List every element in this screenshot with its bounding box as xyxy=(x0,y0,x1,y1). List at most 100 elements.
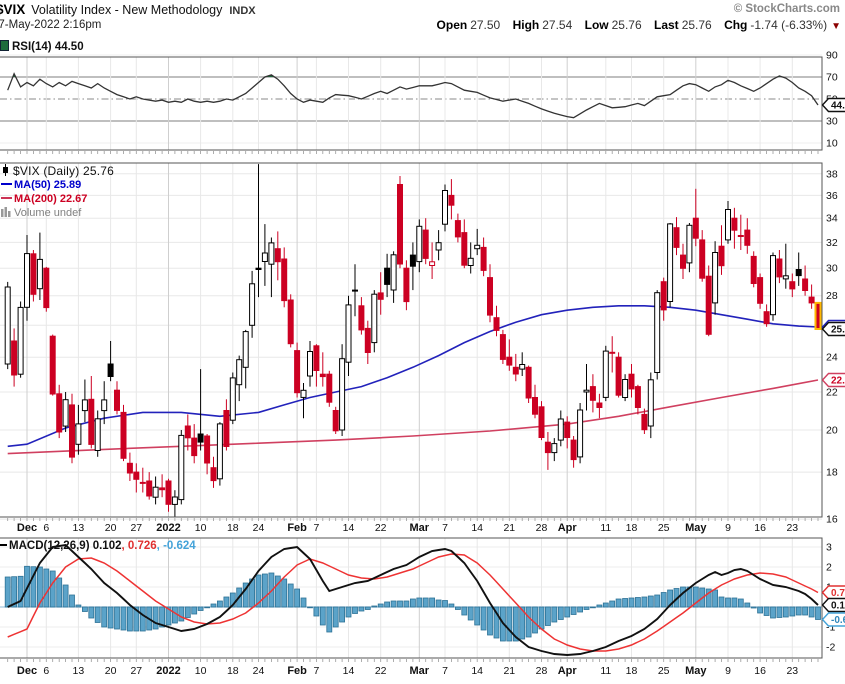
x-tick-label: 23 xyxy=(786,665,798,677)
x-tick-label: 7 xyxy=(442,665,448,677)
candle-body xyxy=(416,225,423,263)
macd-series xyxy=(4,543,821,656)
axis-tick-marks xyxy=(7,151,819,662)
macd-histogram-bar xyxy=(538,606,545,630)
price-y-label: 28 xyxy=(826,290,838,302)
x-tick-label: 27 xyxy=(130,665,142,677)
chart-datetime: 27-May-2022 2:16pm xyxy=(0,19,102,31)
candle-body xyxy=(94,418,101,451)
macd-histogram-bar xyxy=(641,596,648,608)
candle-body xyxy=(776,258,783,278)
price-y-label: 22 xyxy=(826,387,838,399)
macd-histogram-bar xyxy=(56,577,63,608)
candle-body xyxy=(4,286,11,365)
macd-y-label: 2 xyxy=(826,562,832,574)
price-y-label: 24 xyxy=(826,352,838,364)
x-tick-label: 21 xyxy=(503,665,515,677)
candle-body xyxy=(493,317,500,331)
candle-body xyxy=(628,373,635,390)
x-tick-label: 7 xyxy=(313,665,319,677)
ma200-value-bubble: 22.67 xyxy=(821,372,845,388)
candle-body xyxy=(647,379,654,427)
macd-histogram-bar xyxy=(326,606,333,633)
x-tick-label: 21 xyxy=(503,522,515,534)
candle-body xyxy=(56,393,63,433)
vgrid xyxy=(26,57,793,658)
macd-histogram-bar xyxy=(371,605,378,608)
candle-body xyxy=(339,358,346,431)
candle-body xyxy=(429,261,436,266)
candle-body xyxy=(474,244,481,250)
macd-histogram-bar xyxy=(191,606,198,615)
macd-histogram-bar xyxy=(654,594,661,608)
candle-body xyxy=(602,350,609,398)
candle-body xyxy=(538,406,545,438)
y-axis-labels: 38363432302826242220181690705030103210-1… xyxy=(826,50,838,654)
macd-histogram-bar xyxy=(718,596,725,608)
macd-histogram-bar xyxy=(300,597,307,608)
macd-histogram-bar xyxy=(397,600,403,608)
candle-body xyxy=(210,467,217,482)
candle-body xyxy=(24,253,30,308)
macd-line-icon xyxy=(0,544,7,546)
candle-body xyxy=(371,293,378,344)
x-tick-label: 18 xyxy=(626,665,638,677)
x-tick-label: 28 xyxy=(536,522,548,534)
svg-text:0.102: 0.102 xyxy=(831,601,845,612)
candle-body xyxy=(268,242,275,265)
candle-body xyxy=(802,278,809,291)
open-label: Open xyxy=(436,18,468,32)
macd-histogram-bar xyxy=(242,582,249,608)
x-tick-label: May xyxy=(685,522,707,534)
candle-body xyxy=(570,439,577,461)
candle-body xyxy=(17,306,24,375)
macd-histogram-bar xyxy=(11,576,18,608)
candle-body xyxy=(216,423,223,480)
chart-header-title: $VIX Volatility Index - New Methodology IN… xyxy=(0,2,256,17)
candle-body xyxy=(88,398,95,445)
ticker-symbol: $VIX xyxy=(0,2,26,17)
x-tick-label: 14 xyxy=(471,522,483,534)
macd-histogram-bar xyxy=(178,606,185,622)
price-series xyxy=(4,164,822,517)
macd-histogram-bar xyxy=(339,606,346,623)
macd-hist-bubble: -0.624 xyxy=(821,612,845,627)
candle-body xyxy=(114,389,120,411)
candle-body xyxy=(332,410,339,432)
candle-body xyxy=(699,239,706,279)
candle-body xyxy=(191,437,198,457)
macd-histogram-bar xyxy=(622,598,628,608)
macd-histogram-bar xyxy=(519,606,526,640)
macd-histogram-bar xyxy=(435,599,442,608)
rsi-legend: RSI(14) 44.50 xyxy=(0,40,84,53)
macd-histogram-bar xyxy=(564,606,571,618)
price-y-label: 16 xyxy=(826,514,838,526)
macd-histogram-bar xyxy=(570,606,577,615)
svg-text:44.50: 44.50 xyxy=(831,101,845,112)
candle-body xyxy=(49,335,56,395)
macd-histogram-bar xyxy=(442,600,448,608)
macd-histogram-bar xyxy=(493,606,500,639)
macd-histogram-bar xyxy=(680,586,686,608)
macd-histogram-bar xyxy=(30,566,37,608)
price-y-label: 36 xyxy=(826,190,838,202)
candle-body xyxy=(763,311,770,325)
candle-body xyxy=(660,281,667,311)
candle-body xyxy=(11,340,18,376)
macd-histogram-bar xyxy=(461,606,468,616)
rsi-value-bubble: 44.50 xyxy=(821,97,845,113)
macd-histogram-bar xyxy=(294,588,301,608)
macd-value-bubble: 0.102 xyxy=(821,597,845,613)
candle-body xyxy=(692,217,699,239)
candle-body xyxy=(146,480,153,497)
ma50-line xyxy=(7,305,819,448)
macd-histogram-bar xyxy=(49,570,56,608)
macd-histogram-bar xyxy=(332,606,339,628)
candle-body xyxy=(782,275,789,280)
panel-borders xyxy=(0,56,823,662)
macd-histogram-bar xyxy=(525,606,532,638)
macd-histogram-bar xyxy=(352,606,358,614)
candle-body xyxy=(673,227,680,248)
macd-histogram-bar xyxy=(808,606,815,618)
